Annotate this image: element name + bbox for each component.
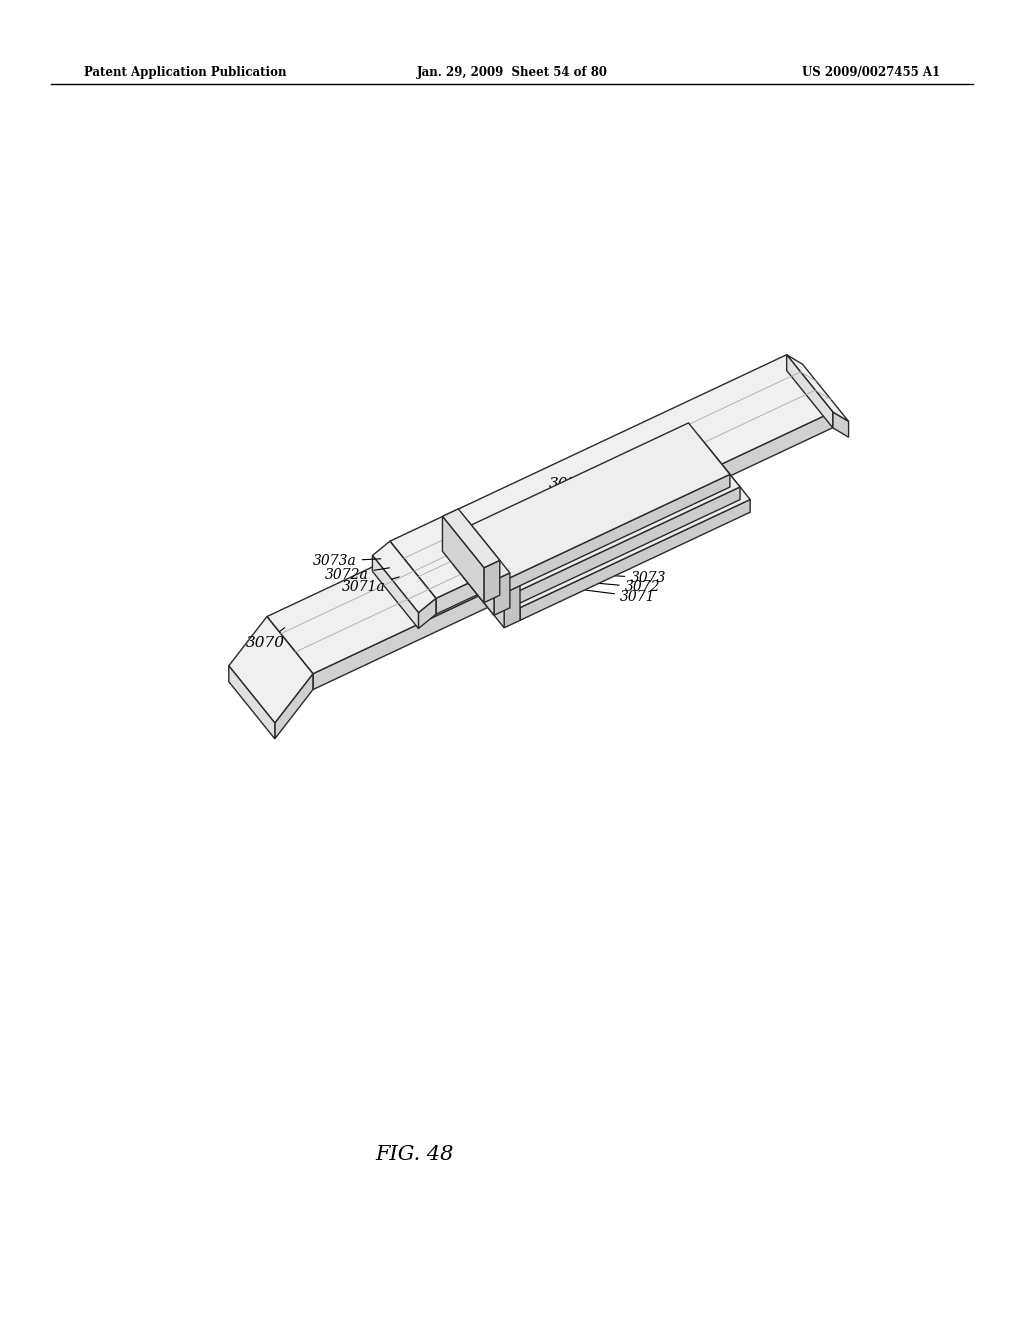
Polygon shape <box>390 355 833 598</box>
Text: 3072a: 3072a <box>325 568 389 582</box>
Polygon shape <box>419 598 436 628</box>
Text: 3073: 3073 <box>582 570 666 585</box>
Polygon shape <box>500 474 730 595</box>
Polygon shape <box>267 616 313 689</box>
Polygon shape <box>313 487 710 689</box>
Polygon shape <box>274 673 313 739</box>
Polygon shape <box>478 556 520 620</box>
Polygon shape <box>373 556 419 628</box>
Polygon shape <box>459 422 730 582</box>
Polygon shape <box>453 521 510 581</box>
Text: FIG. 48: FIG. 48 <box>376 1146 454 1164</box>
Text: 3070: 3070 <box>549 477 595 529</box>
Polygon shape <box>504 586 520 628</box>
Text: 3072: 3072 <box>583 581 660 594</box>
Polygon shape <box>463 541 504 628</box>
Polygon shape <box>710 487 726 512</box>
Text: Jan. 29, 2009  Sheet 54 of 80: Jan. 29, 2009 Sheet 54 of 80 <box>417 66 607 79</box>
Text: 3073a: 3073a <box>313 554 381 568</box>
Polygon shape <box>478 447 751 607</box>
Polygon shape <box>484 560 500 603</box>
Text: 3071: 3071 <box>585 590 655 603</box>
Polygon shape <box>468 436 740 595</box>
Polygon shape <box>520 499 751 620</box>
Polygon shape <box>468 544 510 607</box>
Polygon shape <box>442 516 484 603</box>
Text: 3070: 3070 <box>246 628 285 649</box>
Polygon shape <box>510 487 740 607</box>
Polygon shape <box>228 665 274 739</box>
Polygon shape <box>267 430 710 673</box>
Polygon shape <box>436 412 833 614</box>
Polygon shape <box>442 510 500 568</box>
Polygon shape <box>453 529 494 615</box>
Polygon shape <box>664 430 710 503</box>
Polygon shape <box>786 355 833 428</box>
Polygon shape <box>494 573 510 615</box>
Polygon shape <box>664 430 726 496</box>
Text: US 2009/0027455 A1: US 2009/0027455 A1 <box>802 66 940 79</box>
Polygon shape <box>373 541 436 612</box>
Polygon shape <box>390 541 436 614</box>
Text: 3071a: 3071a <box>342 577 399 594</box>
Polygon shape <box>786 355 849 421</box>
Polygon shape <box>833 412 849 437</box>
Polygon shape <box>459 531 500 595</box>
Polygon shape <box>228 616 313 723</box>
Polygon shape <box>463 535 520 593</box>
Text: Patent Application Publication: Patent Application Publication <box>84 66 287 79</box>
